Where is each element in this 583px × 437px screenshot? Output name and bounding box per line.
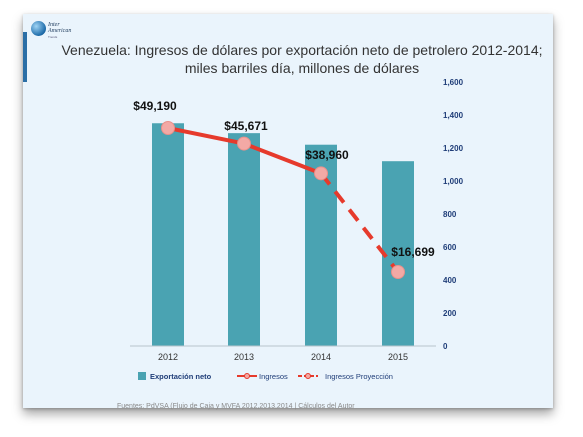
- data-point: [161, 121, 175, 135]
- globe-icon: [31, 21, 46, 36]
- logo-line3: Trends: [48, 35, 58, 39]
- right-axis-tick-label: 1,200: [443, 144, 464, 153]
- projection-line: [319, 172, 400, 274]
- right-axis-tick-label: 800: [443, 210, 457, 219]
- right-axis-tick-label: 0: [443, 342, 448, 351]
- x-tick-label: 2012: [158, 352, 178, 362]
- right-axis-tick-label: 1,400: [443, 111, 464, 120]
- x-tick-label: 2015: [388, 352, 408, 362]
- right-axis-tick-label: 200: [443, 309, 457, 318]
- legend-marker-projection: [305, 373, 311, 379]
- legend-label-projection: Ingresos Proyección: [325, 372, 393, 381]
- bar: [228, 133, 260, 346]
- logo: Inter American Trends: [31, 20, 91, 44]
- chart-title-line2: miles barriles día, millones de dólares: [184, 60, 420, 76]
- x-tick-label: 2013: [234, 352, 254, 362]
- x-tick-label: 2014: [311, 352, 331, 362]
- legend-label-bars: Exportación neto: [150, 372, 212, 381]
- slide: Inter American Trends Venezuela: Ingreso…: [23, 14, 553, 410]
- legend-swatch-bars: [138, 372, 146, 380]
- right-axis-tick-label: 600: [443, 243, 457, 252]
- legend-marker-ingresos: [244, 373, 250, 379]
- legend-label-ingresos: Ingresos: [259, 372, 288, 381]
- logo-line1: Inter: [48, 22, 60, 28]
- data-point: [237, 136, 251, 151]
- bar: [152, 123, 184, 346]
- accent-bar: [23, 32, 27, 82]
- right-axis-tick-label: 1,000: [443, 177, 464, 186]
- chart-title: Venezuela: Ingresos de dólares por expor…: [57, 41, 547, 77]
- data-label: $16,699: [391, 245, 435, 259]
- data-label: $38,960: [305, 148, 349, 162]
- data-point: [314, 166, 328, 181]
- data-point: [391, 265, 405, 279]
- right-axis-tick-label: 1,600: [443, 78, 464, 87]
- data-label: $45,671: [224, 119, 268, 133]
- chart-title-line1: Venezuela: Ingresos de dólares por expor…: [61, 42, 543, 58]
- data-label: $49,190: [133, 99, 177, 113]
- bar: [382, 161, 414, 346]
- source-note: Fuentes: PdVSA (Flujo de Caja y MVFA 201…: [117, 403, 355, 410]
- right-axis-tick-label: 400: [443, 276, 457, 285]
- logo-line2: American: [48, 28, 72, 34]
